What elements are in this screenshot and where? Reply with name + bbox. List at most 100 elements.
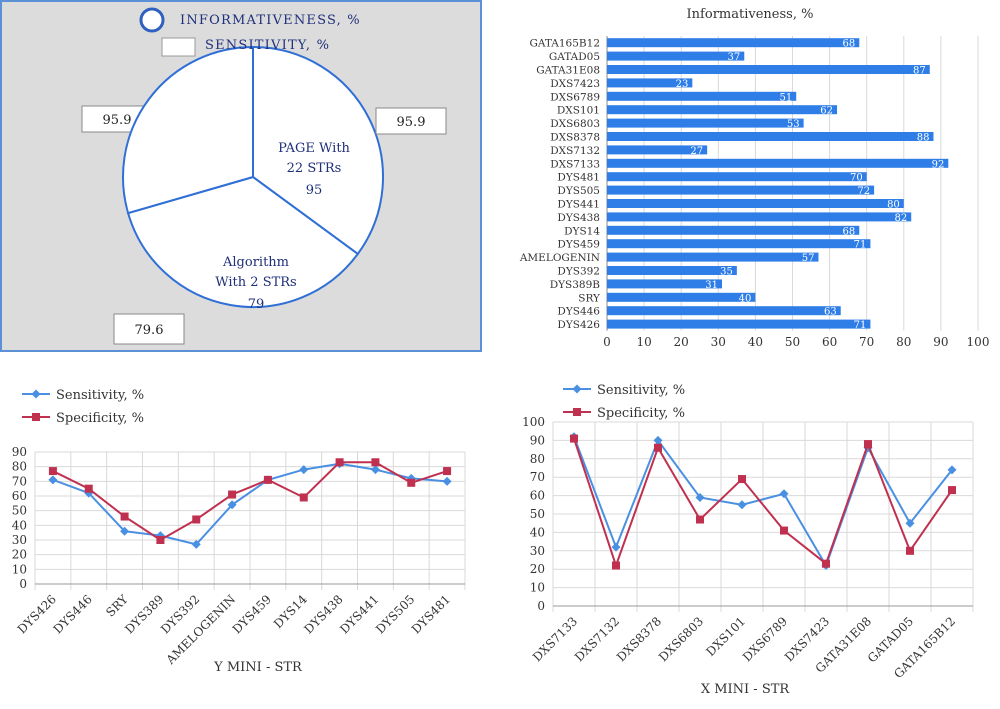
y-tick-label: DXS7423 bbox=[550, 78, 600, 90]
bar bbox=[607, 185, 875, 195]
bar bbox=[607, 239, 871, 249]
series-point bbox=[864, 440, 872, 449]
legend-marker bbox=[31, 389, 41, 399]
bar bbox=[607, 252, 819, 262]
bar bbox=[607, 292, 756, 302]
bar bbox=[607, 78, 693, 88]
series-point bbox=[780, 526, 788, 535]
series-point bbox=[737, 500, 747, 510]
x-tick-label: SRY bbox=[103, 591, 131, 619]
y-tick-label: 70 bbox=[530, 470, 545, 484]
pie-slice bbox=[252, 45, 384, 256]
bar bbox=[607, 91, 797, 101]
x-tick-label: DYS426 bbox=[15, 592, 59, 636]
x-tick-label: DYS505 bbox=[373, 592, 417, 636]
y-tick-label: 10 bbox=[12, 562, 27, 576]
legend-marker bbox=[32, 413, 40, 421]
x-tick-label: 70 bbox=[859, 335, 874, 349]
x-tick-label: 40 bbox=[748, 335, 763, 349]
legend-box-icon bbox=[161, 37, 196, 57]
pie-slice bbox=[126, 175, 360, 308]
x-tick-label: DXS8378 bbox=[614, 614, 664, 664]
pie-slice-label: With 2 STRs bbox=[215, 275, 296, 290]
x-tick-label: DXS6803 bbox=[656, 614, 706, 664]
bar bbox=[607, 105, 838, 115]
y-tick-label: DYS426 bbox=[557, 319, 600, 331]
series-point bbox=[299, 465, 309, 475]
y-tick-label: AMELOGENIN bbox=[519, 252, 600, 264]
pie-slice bbox=[122, 45, 254, 215]
bar bbox=[607, 51, 745, 61]
bar-value-label: 51 bbox=[779, 92, 792, 103]
bar-value-label: 88 bbox=[917, 133, 930, 144]
pie-slice-label: Algorithm bbox=[222, 255, 289, 270]
bar bbox=[607, 319, 871, 329]
bar-value-label: 53 bbox=[787, 119, 800, 130]
series-line bbox=[52, 461, 448, 542]
series-point bbox=[48, 475, 58, 485]
x-tick-label: DYS481 bbox=[409, 592, 453, 636]
bar-chart-title: Informativeness, % bbox=[687, 7, 814, 22]
y-tick-label: 90 bbox=[530, 433, 545, 447]
legend-label: SENSITIVITY, % bbox=[205, 38, 330, 53]
series-line bbox=[573, 436, 953, 568]
series-point bbox=[612, 561, 620, 570]
bar-chart: Informativeness, % 0 10 20 30 40 50 60 70 80 90 100… bbox=[519, 7, 990, 349]
bar-value-label: 87 bbox=[913, 66, 926, 77]
series-point bbox=[779, 489, 789, 499]
legend-label: INFORMATIVENESS, % bbox=[180, 13, 361, 28]
bar bbox=[607, 65, 930, 74]
y-tick-label: 0 bbox=[19, 577, 27, 591]
pie-outer-value-box bbox=[375, 107, 447, 135]
series-point bbox=[120, 512, 129, 521]
series-point bbox=[84, 484, 93, 493]
y-tick-label: DXS6789 bbox=[550, 91, 600, 103]
bar-value-label: 82 bbox=[894, 213, 907, 224]
y-tick-label: 20 bbox=[12, 548, 27, 562]
bar-value-label: 68 bbox=[843, 226, 856, 237]
y-tick-label: DYS459 bbox=[557, 239, 600, 251]
pie-outer-value: 95.9 bbox=[103, 113, 132, 128]
y-tick-label: 30 bbox=[12, 533, 27, 547]
y-tick-label: 0 bbox=[537, 599, 545, 613]
y-tick-label: 80 bbox=[12, 460, 27, 474]
bar-value-label: 92 bbox=[932, 159, 945, 170]
bar bbox=[607, 118, 804, 128]
series-point bbox=[227, 500, 237, 510]
x-tick-label: 0 bbox=[603, 335, 611, 349]
series-point bbox=[191, 539, 201, 549]
y-tick-label: DYS438 bbox=[557, 212, 600, 224]
y-tick-label: DYS441 bbox=[557, 199, 600, 211]
x-axis-label: X MINI - STR bbox=[701, 682, 791, 697]
x-tick-label: 10 bbox=[636, 335, 651, 349]
x-tick-label: DXS6789 bbox=[740, 614, 790, 664]
series-point bbox=[120, 526, 130, 536]
series-point bbox=[407, 478, 416, 487]
legend-marker bbox=[573, 408, 581, 416]
series-point bbox=[570, 434, 578, 443]
y-tick-label: 40 bbox=[12, 518, 27, 532]
bar-value-label: 40 bbox=[739, 293, 752, 304]
x-mini-str-line-chart: 0 10 20 30 40 50 60 70 80 90 100 DXS7133DXS7132DXS8… bbox=[522, 383, 974, 697]
x-tick-label: 20 bbox=[674, 335, 689, 349]
legend-label: Specificity, % bbox=[56, 411, 144, 426]
bar bbox=[607, 225, 860, 235]
series-point bbox=[156, 536, 165, 544]
series-point bbox=[442, 476, 452, 486]
pie-slice-value: 95 bbox=[306, 183, 323, 198]
y-tick-label: DYS392 bbox=[557, 266, 600, 278]
x-axis-label: Y MINI - STR bbox=[213, 660, 303, 675]
series-point bbox=[695, 492, 705, 502]
series-point bbox=[228, 490, 237, 499]
series-line bbox=[573, 438, 953, 569]
y-tick-label: DYS505 bbox=[557, 185, 600, 197]
x-tick-label: DYS438 bbox=[301, 592, 345, 636]
series-point bbox=[370, 465, 380, 475]
series-point bbox=[738, 475, 746, 484]
pie-outer-value: 79.6 bbox=[135, 323, 164, 338]
y-tick-label: 20 bbox=[530, 562, 545, 576]
series-point bbox=[696, 515, 704, 524]
series-point bbox=[335, 458, 344, 467]
